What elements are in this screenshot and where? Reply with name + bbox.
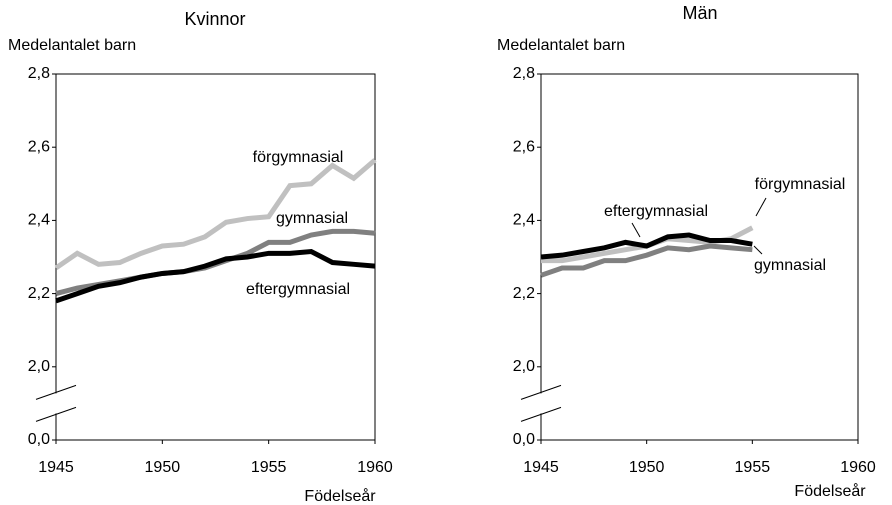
x-tick-label: 1955 [735, 459, 771, 476]
y-tick-label: 2,0 [28, 358, 50, 375]
series-line [540, 232, 753, 260]
series-line [540, 243, 753, 278]
series-label: gymnasial [754, 257, 826, 274]
y-tick-label: 2,4 [28, 212, 50, 229]
series-label: eftergymnasial [604, 203, 708, 220]
x-tick-label: 1945 [523, 459, 559, 476]
series-label: gymnasial [276, 210, 348, 227]
y-tick-label: 2,0 [513, 358, 535, 375]
y-tick-label: 2,6 [28, 138, 50, 155]
x-tick-label: 1955 [251, 459, 287, 476]
y-tick-label: 2,2 [28, 285, 50, 302]
y-tick-label: 2,4 [513, 212, 535, 229]
y-tick-label: 2,6 [513, 138, 535, 155]
x-tick-label: 1950 [145, 459, 181, 476]
x-tick-label: 1960 [840, 459, 876, 476]
y-tick-label: 0,0 [28, 431, 50, 448]
label-leader [753, 245, 763, 255]
y-axis-label: Medelantalet barn [497, 37, 625, 54]
label-leader [631, 222, 641, 238]
x-axis-label: Födelseår [794, 482, 866, 500]
y-axis-label: Medelantalet barn [8, 37, 136, 54]
label-leader [755, 197, 767, 217]
axis-break [35, 406, 77, 422]
plot-frame [55, 73, 376, 441]
axis-break-gap [539, 393, 543, 414]
x-tick-label: 1945 [38, 459, 74, 476]
axis-break-gap [54, 393, 58, 414]
series-line [54, 158, 377, 271]
axis-break [520, 384, 562, 400]
chart-title: Kvinnor [184, 9, 245, 29]
y-tick-label: 2,2 [513, 285, 535, 302]
x-axis-label: Födelseår [304, 487, 376, 505]
y-tick-label: 0,0 [513, 431, 535, 448]
series-label: eftergymnasial [246, 281, 350, 298]
x-tick-label: 1950 [629, 459, 665, 476]
series-line [55, 248, 376, 304]
axis-break [520, 406, 562, 422]
series-label: förgymnasial [755, 176, 846, 193]
axis-break [35, 384, 77, 400]
y-tick-label: 2,8 [513, 65, 535, 82]
y-tick-label: 2,8 [28, 65, 50, 82]
x-tick-label: 1960 [357, 459, 393, 476]
chart-title: Män [682, 3, 717, 23]
series-label: förgymnasial [253, 149, 344, 166]
